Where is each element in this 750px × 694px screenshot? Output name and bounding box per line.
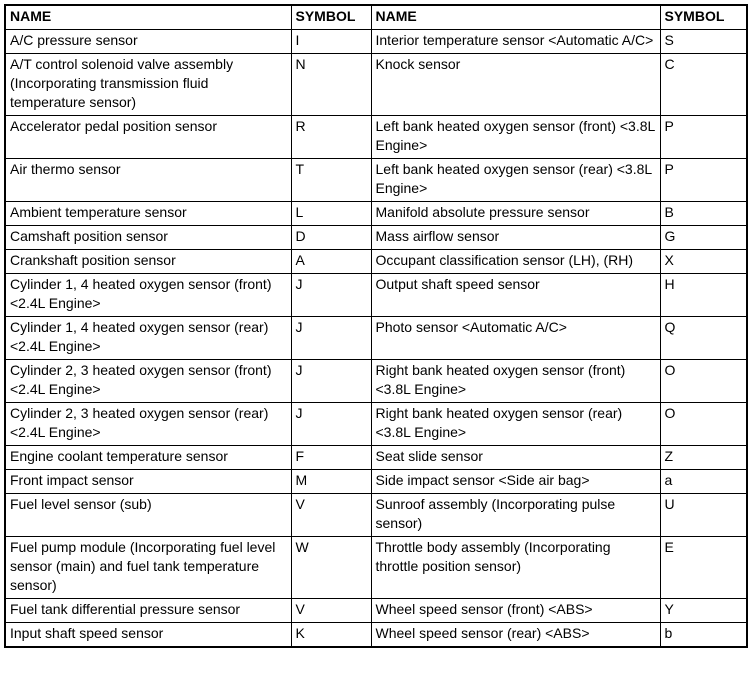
name-cell: Accelerator pedal position sensor bbox=[4, 115, 292, 159]
name-cell: Fuel level sensor (sub) bbox=[4, 493, 292, 537]
symbol-cell: S bbox=[659, 29, 748, 54]
name-cell: Front impact sensor bbox=[4, 469, 292, 494]
name-cell: Manifold absolute pressure sensor bbox=[370, 201, 661, 226]
column-header: NAME bbox=[370, 4, 661, 30]
symbol-cell: O bbox=[659, 359, 748, 403]
symbol-cell: O bbox=[659, 402, 748, 446]
table-row: Cylinder 2, 3 heated oxygen sensor (rear… bbox=[4, 402, 748, 446]
name-cell: Engine coolant temperature sensor bbox=[4, 445, 292, 470]
table-row: Accelerator pedal position sensor R Left b… bbox=[4, 115, 748, 159]
table-row: A/T control solenoid valve assembly (Inc… bbox=[4, 53, 748, 116]
name-cell: Knock sensor bbox=[370, 53, 661, 116]
name-cell: Output shaft speed sensor bbox=[370, 273, 661, 317]
name-cell: Cylinder 2, 3 heated oxygen sensor (rear… bbox=[4, 402, 292, 446]
table-row: Fuel tank differential pressure sensor V W… bbox=[4, 598, 748, 623]
header-row: NAME SYMBOL NAME SYMBOL bbox=[4, 4, 748, 30]
name-cell: A/C pressure sensor bbox=[4, 29, 292, 54]
symbol-cell: V bbox=[290, 598, 372, 623]
name-cell: Throttle body assembly (Incorporating th… bbox=[370, 536, 661, 599]
symbol-cell: J bbox=[290, 273, 372, 317]
table-row: A/C pressure sensor I Interior temperature… bbox=[4, 29, 748, 54]
symbol-cell: N bbox=[290, 53, 372, 116]
symbol-cell: L bbox=[290, 201, 372, 226]
name-cell: Fuel pump module (Incorporating fuel lev… bbox=[4, 536, 292, 599]
name-cell: Mass airflow sensor bbox=[370, 225, 661, 250]
symbol-cell: b bbox=[659, 622, 748, 648]
column-header: SYMBOL bbox=[659, 4, 748, 30]
name-cell: Right bank heated oxygen sensor (rear) <… bbox=[370, 402, 661, 446]
column-header: NAME bbox=[4, 4, 292, 30]
symbol-cell: H bbox=[659, 273, 748, 317]
table-row: Ambient temperature sensor L Manifold abso… bbox=[4, 201, 748, 226]
symbol-cell: K bbox=[290, 622, 372, 648]
symbol-cell: P bbox=[659, 115, 748, 159]
table-row: Crankshaft position sensor A Occupant clas… bbox=[4, 249, 748, 274]
name-cell: Cylinder 1, 4 heated oxygen sensor (fron… bbox=[4, 273, 292, 317]
name-cell: Side impact sensor <Side air bag> bbox=[370, 469, 661, 494]
name-cell: Fuel tank differential pressure sensor bbox=[4, 598, 292, 623]
name-cell: Seat slide sensor bbox=[370, 445, 661, 470]
name-cell: Wheel speed sensor (rear) <ABS> bbox=[370, 622, 661, 648]
name-cell: Occupant classification sensor (LH), (RH… bbox=[370, 249, 661, 274]
table-header: NAME SYMBOL NAME SYMBOL bbox=[4, 4, 748, 30]
name-cell: Camshaft position sensor bbox=[4, 225, 292, 250]
symbol-cell: P bbox=[659, 158, 748, 202]
symbol-cell: E bbox=[659, 536, 748, 599]
name-cell: Wheel speed sensor (front) <ABS> bbox=[370, 598, 661, 623]
table-row: Engine coolant temperature sensor F Seat s… bbox=[4, 445, 748, 470]
table-row: Cylinder 1, 4 heated oxygen sensor (fron… bbox=[4, 273, 748, 317]
symbol-cell: Q bbox=[659, 316, 748, 360]
symbol-cell: W bbox=[290, 536, 372, 599]
name-cell: A/T control solenoid valve assembly (Inc… bbox=[4, 53, 292, 116]
table-row: Camshaft position sensor D Mass airflow se… bbox=[4, 225, 748, 250]
symbol-cell: B bbox=[659, 201, 748, 226]
symbol-cell: Z bbox=[659, 445, 748, 470]
symbol-cell: I bbox=[290, 29, 372, 54]
symbol-cell: F bbox=[290, 445, 372, 470]
table-row: Air thermo sensor T Left bank heated oxyge… bbox=[4, 158, 748, 202]
name-cell: Right bank heated oxygen sensor (front) … bbox=[370, 359, 661, 403]
symbol-cell: J bbox=[290, 402, 372, 446]
table-row: Cylinder 2, 3 heated oxygen sensor (fron… bbox=[4, 359, 748, 403]
name-cell: Input shaft speed sensor bbox=[4, 622, 292, 648]
symbol-cell: X bbox=[659, 249, 748, 274]
symbol-cell: D bbox=[290, 225, 372, 250]
name-cell: Interior temperature sensor <Automatic A… bbox=[370, 29, 661, 54]
name-cell: Cylinder 1, 4 heated oxygen sensor (rear… bbox=[4, 316, 292, 360]
name-cell: Air thermo sensor bbox=[4, 158, 292, 202]
name-cell: Left bank heated oxygen sensor (rear) <3… bbox=[370, 158, 661, 202]
name-cell: Ambient temperature sensor bbox=[4, 201, 292, 226]
column-header: SYMBOL bbox=[290, 4, 372, 30]
sensor-symbol-table: NAME SYMBOL NAME SYMBOL A/C pressure sensor… bbox=[4, 4, 748, 648]
name-cell: Left bank heated oxygen sensor (front) <… bbox=[370, 115, 661, 159]
name-cell: Photo sensor <Automatic A/C> bbox=[370, 316, 661, 360]
name-cell: Crankshaft position sensor bbox=[4, 249, 292, 274]
symbol-cell: R bbox=[290, 115, 372, 159]
document-page: NAME SYMBOL NAME SYMBOL A/C pressure sensor… bbox=[4, 4, 748, 648]
table-row: Cylinder 1, 4 heated oxygen sensor (rear… bbox=[4, 316, 748, 360]
symbol-cell: Y bbox=[659, 598, 748, 623]
symbol-cell: C bbox=[659, 53, 748, 116]
table-row: Input shaft speed sensor K Wheel speed sen… bbox=[4, 622, 748, 648]
table-row: Fuel level sensor (sub) V Sunroof assembly… bbox=[4, 493, 748, 537]
symbol-cell: V bbox=[290, 493, 372, 537]
table-row: Fuel pump module (Incorporating fuel lev… bbox=[4, 536, 748, 599]
name-cell: Cylinder 2, 3 heated oxygen sensor (fron… bbox=[4, 359, 292, 403]
name-cell: Sunroof assembly (Incorporating pulse se… bbox=[370, 493, 661, 537]
table-row: Front impact sensor M Side impact sensor <… bbox=[4, 469, 748, 494]
symbol-cell: J bbox=[290, 316, 372, 360]
symbol-cell: T bbox=[290, 158, 372, 202]
symbol-cell: G bbox=[659, 225, 748, 250]
symbol-cell: a bbox=[659, 469, 748, 494]
symbol-cell: J bbox=[290, 359, 372, 403]
symbol-cell: M bbox=[290, 469, 372, 494]
symbol-cell: U bbox=[659, 493, 748, 537]
table-body: A/C pressure sensor I Interior temperature… bbox=[4, 29, 748, 648]
symbol-cell: A bbox=[290, 249, 372, 274]
